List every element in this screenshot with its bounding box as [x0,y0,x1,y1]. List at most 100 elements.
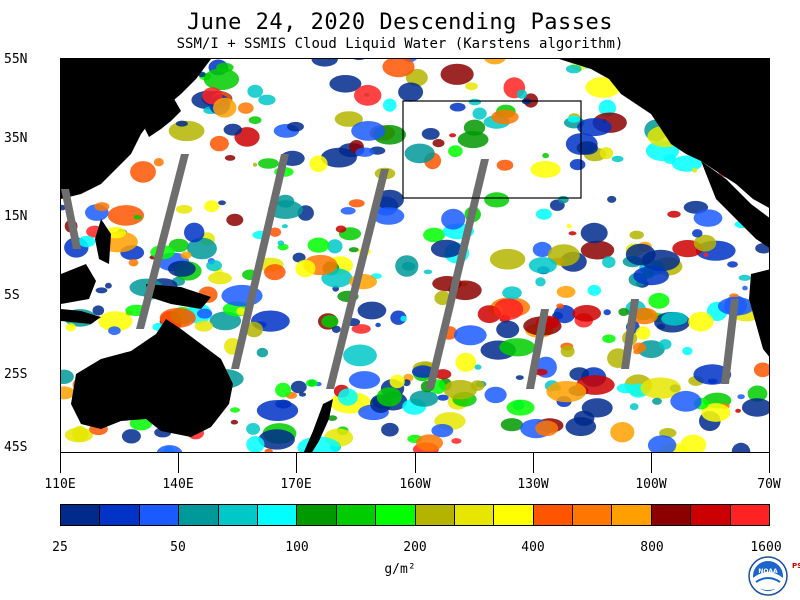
cloud-cell [218,200,226,206]
land-central-america [701,161,769,248]
colorbar-segment [61,505,101,525]
map-canvas [61,59,769,452]
cloud-cell [389,374,405,389]
cloud-cell [168,120,205,142]
cloud-cell [175,204,193,214]
cloud-cell [556,303,564,309]
colorbar-segment [730,505,770,525]
cloud-cell [616,383,635,394]
cloud-cell [470,380,485,391]
cloud-cell [500,418,524,432]
cloud-cell [404,143,435,164]
lon-label-130w: 130W [517,477,549,492]
cloud-cell [411,365,435,378]
cloud-cell [167,260,196,277]
lon-tick [60,453,61,473]
colorbar-label-50: 50 [170,540,186,555]
lat-label-15n: 15N [4,209,28,224]
cloud-cell [576,141,598,155]
cloud-cell [353,59,365,60]
lon-label-70w: 70W [757,477,781,492]
cloud-cell [230,407,240,413]
cloud-cell [451,438,462,444]
cloud-cell [208,271,232,285]
cloud-cell [692,229,703,238]
cloud-cell [449,102,466,112]
cloud-cell [449,133,457,138]
colorbar-segment [257,505,298,525]
psl-mark: PSL [792,562,800,570]
cloud-cell [168,238,189,253]
cloud-cell [108,326,121,336]
colorbar-label-1600: 1600 [750,540,782,555]
cloud-cell [327,415,338,421]
cloud-cell [206,260,223,272]
colorbar-segment [139,505,180,525]
cloud-cell [630,307,658,325]
cloud-cell [755,243,769,254]
cloud-cell [532,241,552,258]
cloud-cell [423,227,446,243]
cloud-cell [729,293,739,299]
colorbar-segment [691,505,731,525]
cloud-cell [295,259,316,278]
cloud-cell [566,224,572,229]
cloud-cell [351,324,371,334]
cloud-cell [569,159,586,171]
lon-tick [415,453,416,473]
cloud-cell [431,424,454,438]
cloud-cell [602,256,616,268]
cloud-cell [338,388,358,406]
cloud-cell [657,323,666,330]
colorbar-label-100: 100 [285,540,309,555]
cloud-cell [357,301,387,320]
cloud-cell [542,152,549,159]
lat-label-25s: 25S [4,367,28,382]
cloud-cell [398,82,424,102]
cloud-cell [453,325,487,346]
lon-tick [769,453,770,473]
cloud-cell [238,102,254,114]
cloud-cell [434,290,451,306]
cloud-cell [701,403,731,422]
cloud-cell [311,59,338,67]
cloud-cell [107,205,145,226]
colorbar-segment [651,505,692,525]
cloud-cell [95,287,108,294]
cloud-cell [376,387,402,407]
cloud-cell [493,298,524,320]
cloud-cell [375,189,404,210]
cloud-cell [553,305,576,324]
cloud-cell [213,97,237,118]
lon-label-140e: 140E [162,477,194,492]
cloud-cell [599,147,614,160]
cloud-cell [572,305,601,322]
swath-gap [231,154,289,369]
cloud-cell [741,398,769,417]
cloud-cell [455,352,477,372]
cloud-cell [264,448,273,452]
cloud-cell [448,145,463,158]
cloud-cell [258,158,279,169]
cloud-cell [491,109,519,125]
land-north-america [559,59,769,208]
cloud-cell [566,64,582,74]
cloud-cell [629,230,644,240]
cloud-cell [307,237,330,253]
cloud-cell [340,207,356,215]
cloud-cell [421,128,440,140]
cloud-cell [401,261,416,271]
cloud-cell [547,244,580,267]
cloud-cell [298,392,307,397]
cloud-cell [98,311,133,332]
cloud-cell [434,369,452,380]
lat-label-55n: 55N [4,52,28,67]
cloud-cell [618,308,629,316]
cloud-cell [355,147,375,157]
swath-gap [526,309,549,389]
colorbar-segment [100,505,140,525]
lon-label-110e: 110E [44,477,76,492]
cloud-cell [430,239,462,258]
cloud-cell [515,375,524,380]
cloud-cell [443,380,478,400]
